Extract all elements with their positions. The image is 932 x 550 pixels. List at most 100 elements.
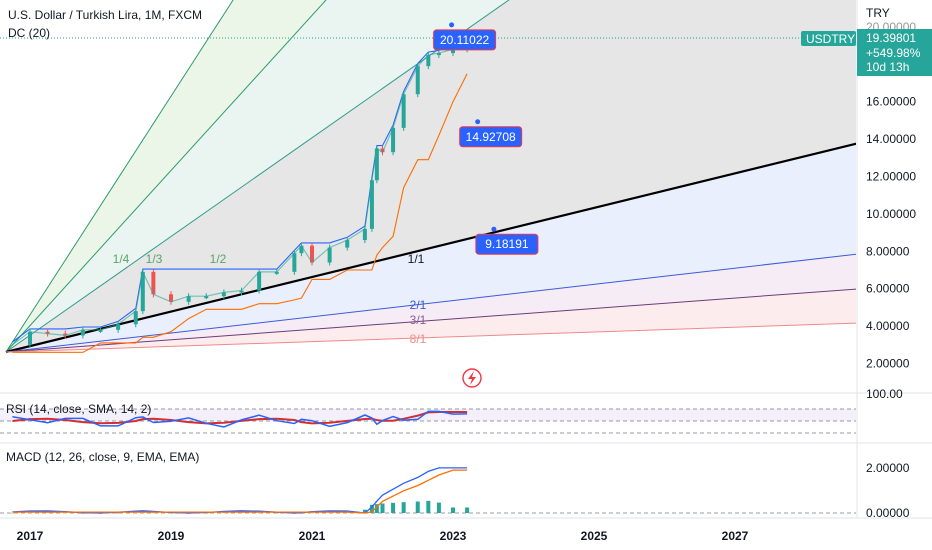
time-axis[interactable]: 2017 2019 2021 2023 2025 2027: [17, 529, 749, 543]
price-tick: 8.00000: [866, 244, 910, 258]
time-tick: 2027: [722, 529, 749, 543]
candle-body: [80, 329, 85, 336]
macd-bar: [299, 513, 304, 514]
time-tick: 2023: [440, 529, 467, 543]
candle-body: [292, 253, 297, 272]
fan-label: 2/1: [410, 298, 427, 312]
price-tick: 14.00000: [866, 132, 916, 146]
candle-body: [274, 271, 279, 274]
fan-label: 1/2: [210, 252, 227, 266]
fan-label: 8/1: [410, 332, 427, 346]
fan-label: 1/1: [408, 252, 425, 266]
gann-fan: [5, 0, 856, 354]
macd-bar: [451, 507, 455, 513]
macd-bar: [369, 504, 374, 513]
time-tick: 2021: [299, 529, 326, 543]
last-price-symbol: USDTRY: [806, 32, 855, 46]
macd-tick-low: 0.00000: [866, 506, 910, 520]
macd-bar: [151, 512, 156, 514]
macd-label: MACD (12, 26, close, 9, EMA, EMA): [6, 450, 199, 464]
fan-fill: [6, 0, 856, 352]
macd-bar: [401, 502, 406, 513]
macd-bar: [362, 509, 367, 513]
fan-label: 1/4: [113, 252, 130, 266]
currency-label: TRY: [866, 6, 890, 20]
price-tick: 10.00000: [866, 207, 916, 221]
price-tick: 6.00000: [866, 282, 910, 296]
candle-body: [45, 331, 50, 334]
value-tag-label: 9.18191: [485, 237, 529, 251]
candle-body: [299, 245, 304, 254]
fan-fill: [6, 289, 856, 352]
candle-body: [140, 271, 145, 312]
candle-body: [257, 271, 262, 291]
candle-body: [204, 296, 209, 299]
macd-bar: [374, 504, 379, 513]
last-price-value: 19.39801: [866, 31, 916, 45]
candle-body: [426, 54, 431, 67]
price-tick: 12.00000: [866, 170, 916, 184]
candle-body: [151, 271, 156, 295]
time-tick: 2019: [158, 529, 185, 543]
price-tick: 16.00000: [866, 95, 916, 109]
dc-lower: [12, 73, 468, 353]
rsi-pane: [0, 408, 856, 434]
candle-body: [401, 94, 406, 128]
value-tag: [475, 233, 539, 255]
candle-body: [186, 296, 191, 302]
time-tick: 2025: [581, 529, 608, 543]
candle-body: [239, 290, 244, 293]
fan-label: 3/1: [410, 313, 427, 327]
tag-anchor: [491, 226, 497, 232]
chart-title: U.S. Dollar / Turkish Lira, 1M, FXCM: [8, 8, 202, 22]
last-price-badge: USDTRY 19.39801 +549.98% 10d 13h: [801, 29, 932, 76]
macd-bar: [426, 500, 431, 513]
price-series: [12, 35, 470, 348]
candle-body: [451, 49, 455, 54]
candle-body: [380, 148, 385, 153]
macd-bar: [380, 503, 385, 513]
price-line: [12, 37, 468, 346]
candle-body: [327, 247, 332, 263]
fan-ray: [5, 142, 856, 354]
value-tag-label: 20.11022: [440, 33, 489, 47]
value-tag: [433, 29, 497, 51]
macd-bar: [63, 512, 68, 514]
macd-bar: [116, 513, 121, 514]
candle-body: [374, 148, 379, 181]
candle-body: [116, 324, 121, 330]
macd-bar: [204, 513, 209, 514]
macd-bar: [10, 512, 15, 514]
candle-body: [63, 333, 68, 336]
lightning-icon[interactable]: [462, 368, 482, 388]
candle-body: [369, 180, 374, 229]
macd-bar: [221, 512, 226, 514]
candle-body: [133, 311, 138, 325]
fan-ray: [5, 0, 327, 353]
candle-body: [28, 331, 32, 345]
candle-body: [391, 127, 396, 153]
macd-bar: [274, 513, 279, 514]
candle-body: [415, 66, 420, 95]
rsi-tick: 100.00: [866, 387, 903, 401]
fan-ray: [5, 253, 856, 353]
candle-body: [169, 294, 173, 302]
fan-ray: [5, 322, 856, 353]
macd-bar: [391, 502, 396, 513]
rsi-label: RSI (14, close, SMA, 14, 2): [6, 402, 151, 416]
macd-bar: [169, 513, 173, 514]
macd-bar: [465, 507, 470, 513]
fan-label: 1/3: [146, 252, 163, 266]
candle-body: [362, 228, 367, 241]
macd-bar: [80, 513, 85, 514]
candle-body: [436, 53, 441, 56]
dc-indicator-label: DC (20): [8, 26, 50, 40]
candle-body: [345, 240, 350, 248]
macd-pane: [0, 467, 856, 514]
value-tags[interactable]: 20.11022 14.92708 9.18191: [433, 22, 539, 255]
value-tag: [459, 126, 523, 148]
fan-ray: [5, 288, 856, 353]
macd-tick-high: 2.00000: [866, 461, 910, 475]
macd-bar: [415, 501, 420, 513]
